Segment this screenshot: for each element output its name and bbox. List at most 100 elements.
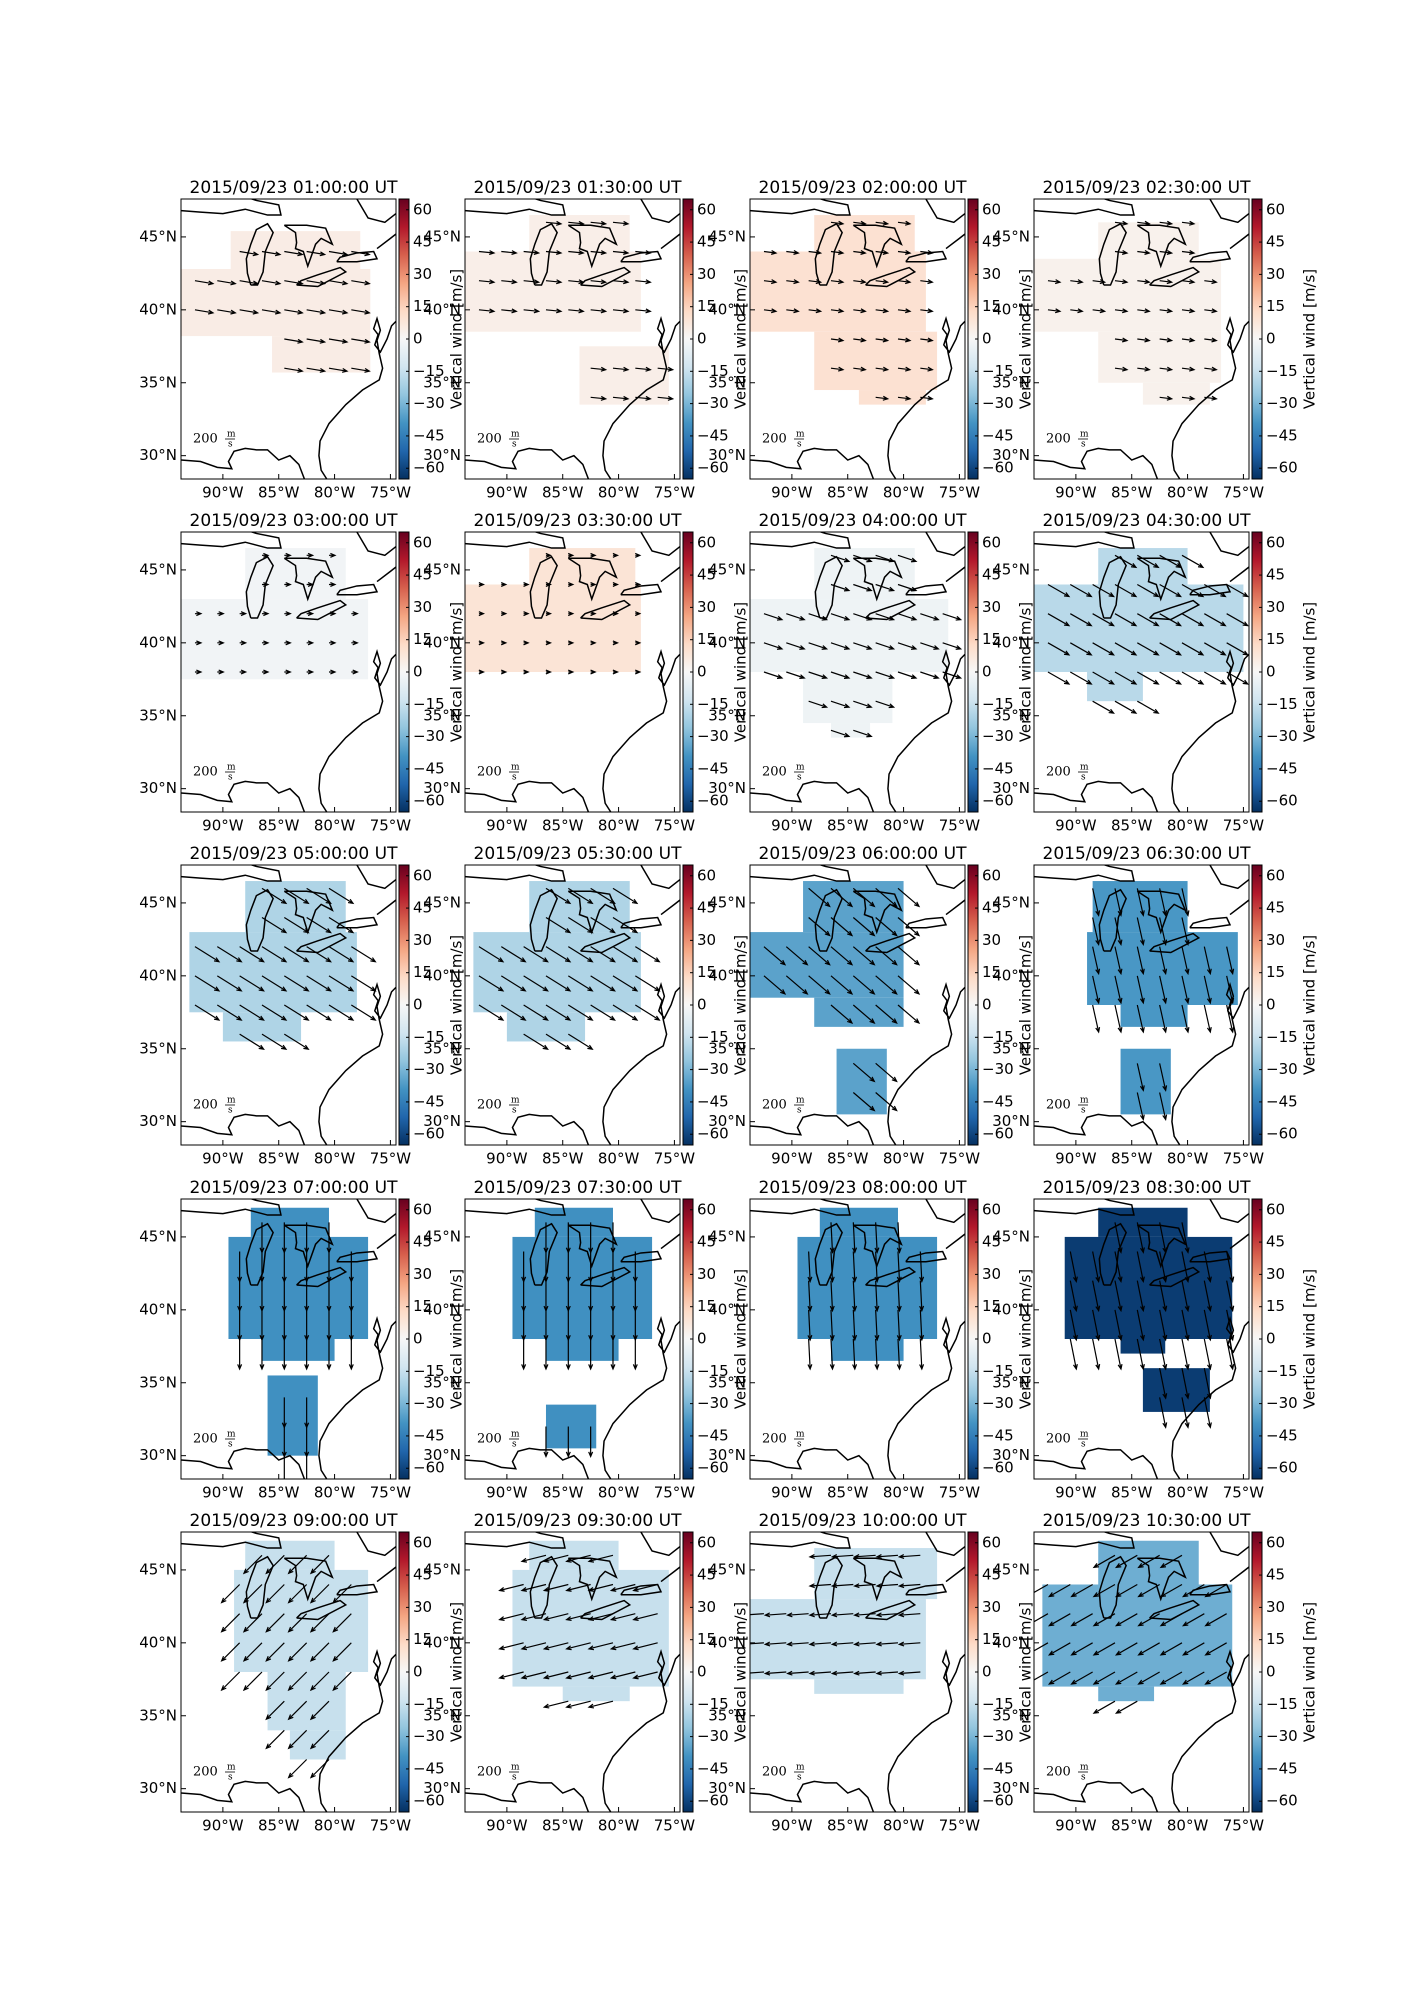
wind-arrow bbox=[1034, 1613, 1049, 1623]
x-tick-label: 90°W bbox=[202, 1817, 244, 1835]
wind-arrow bbox=[281, 1339, 287, 1371]
wind-arrow bbox=[304, 1222, 310, 1254]
wind-arrow bbox=[853, 729, 873, 738]
reference-speed: 200 bbox=[762, 1098, 787, 1113]
wind-arrow bbox=[590, 669, 597, 675]
colorbar-tick-label: 45 bbox=[413, 899, 432, 917]
wind-arrow bbox=[942, 671, 963, 679]
wind-arrow bbox=[261, 280, 282, 286]
wind-arrow bbox=[875, 975, 898, 995]
wind-arrow bbox=[478, 611, 486, 617]
reference-unit-top: m bbox=[227, 1096, 236, 1106]
colorbar-tick-label: −15 bbox=[413, 1362, 445, 1380]
coastline bbox=[1136, 890, 1187, 935]
wind-arrow bbox=[590, 366, 608, 372]
x-tick-label: 85°W bbox=[1111, 1484, 1153, 1502]
colorbar-tick-label: 30 bbox=[1266, 598, 1285, 616]
reference-speed: 200 bbox=[193, 1432, 218, 1447]
wind-arrow bbox=[1204, 671, 1227, 685]
wind-arrow bbox=[830, 946, 854, 966]
colorbar-tick-label: 60 bbox=[982, 1533, 1001, 1551]
x-tick-label: 80°W bbox=[598, 1817, 640, 1835]
wind-arrow bbox=[328, 582, 337, 587]
coastline bbox=[356, 1199, 396, 1224]
reference-unit-top: m bbox=[1080, 1430, 1089, 1440]
reference-speed: 200 bbox=[762, 432, 787, 447]
wind-arrow bbox=[852, 975, 876, 995]
colorbar-tick-label: 60 bbox=[1266, 200, 1285, 218]
wind-arrow bbox=[590, 395, 608, 401]
wind-arrow bbox=[1204, 1642, 1227, 1656]
wind-arrow bbox=[542, 1583, 569, 1592]
x-tick-label: 80°W bbox=[598, 1150, 640, 1168]
wind-arrow bbox=[612, 395, 630, 401]
wind-arrow bbox=[897, 1641, 921, 1647]
reference-speed: 200 bbox=[1046, 1432, 1071, 1447]
x-tick-label: 80°W bbox=[1167, 817, 1209, 835]
wind-arrow bbox=[1092, 1309, 1101, 1342]
colorbar-tick-label: −15 bbox=[413, 1028, 445, 1046]
wind-arrow bbox=[521, 1280, 527, 1313]
coastline bbox=[1098, 888, 1127, 952]
coastline bbox=[1149, 266, 1201, 288]
wind-arrow bbox=[612, 611, 620, 617]
colorbar-tick-label: 0 bbox=[697, 663, 707, 681]
wind-arrow bbox=[808, 887, 831, 908]
wind-arrow bbox=[750, 1613, 765, 1616]
coastline bbox=[1034, 199, 1135, 216]
wind-arrow bbox=[1137, 1554, 1160, 1569]
colorbar-tick-label: 30 bbox=[982, 1598, 1001, 1616]
panel-title: 2015/09/23 05:30:00 UT bbox=[474, 844, 683, 864]
colorbar-tick-label: 0 bbox=[413, 1330, 423, 1348]
wind-arrow bbox=[521, 1339, 527, 1371]
axes-frame bbox=[464, 1531, 681, 1813]
wind-arrow bbox=[897, 613, 918, 621]
wind-arrow bbox=[1047, 1583, 1071, 1598]
coastline bbox=[640, 532, 680, 557]
wind-arrow bbox=[897, 975, 921, 995]
wind-arrow bbox=[590, 279, 608, 285]
x-tick-label: 90°W bbox=[1055, 1817, 1097, 1835]
x-tick-label: 85°W bbox=[542, 1150, 584, 1168]
wind-arrow bbox=[1047, 308, 1062, 314]
x-tick-label: 80°W bbox=[1167, 1150, 1209, 1168]
wind-arrow bbox=[763, 249, 778, 255]
wind-arrow bbox=[351, 309, 371, 315]
y-tick-label: 40°N bbox=[139, 633, 177, 651]
colorbar-tick-label: −15 bbox=[982, 1028, 1014, 1046]
panel-title: 2015/09/23 04:00:00 UT bbox=[759, 511, 968, 531]
colorbar-tick-label: −30 bbox=[697, 394, 729, 412]
x-tick-label: 75°W bbox=[1223, 1150, 1265, 1168]
wind-arrow bbox=[498, 1642, 524, 1651]
wind-arrow bbox=[1226, 642, 1249, 656]
wind-arrow bbox=[306, 946, 332, 963]
colorbar-label: Vertical wind [m/s] bbox=[1017, 1269, 1035, 1409]
colorbar-tick-label: −60 bbox=[697, 1459, 729, 1477]
colorbar-label: Vertical wind [m/s] bbox=[732, 935, 750, 1075]
wind-arrow bbox=[239, 975, 265, 992]
wind-arrow bbox=[1069, 1309, 1078, 1342]
coastline bbox=[1229, 1566, 1249, 1583]
y-tick-label: 45°N bbox=[423, 560, 461, 578]
colorbar-tick-label: 30 bbox=[982, 598, 1001, 616]
coastline bbox=[1034, 1199, 1135, 1216]
wind-arrow bbox=[1114, 946, 1123, 976]
wind-arrow bbox=[1092, 1700, 1116, 1714]
reference-unit-top: m bbox=[1080, 763, 1089, 773]
coastline bbox=[660, 233, 680, 250]
colorbar-tick-label: −15 bbox=[697, 1028, 729, 1046]
colorbar-tick-label: −45 bbox=[1266, 1092, 1298, 1110]
wind-arrow bbox=[328, 367, 349, 373]
wind-arrow bbox=[242, 1671, 263, 1692]
x-tick-label: 90°W bbox=[1055, 817, 1097, 835]
y-tick-label: 45°N bbox=[992, 893, 1030, 911]
wind-arrow bbox=[1114, 1554, 1138, 1569]
y-tick-label: 40°N bbox=[992, 633, 1030, 651]
wind-arrow bbox=[1114, 279, 1129, 285]
wind-region bbox=[181, 269, 371, 337]
wind-arrow bbox=[326, 1222, 332, 1254]
wind-arrow bbox=[875, 279, 890, 285]
wind-arrow bbox=[1092, 1280, 1101, 1313]
axes-frame bbox=[180, 198, 397, 480]
wind-region bbox=[750, 1599, 926, 1680]
